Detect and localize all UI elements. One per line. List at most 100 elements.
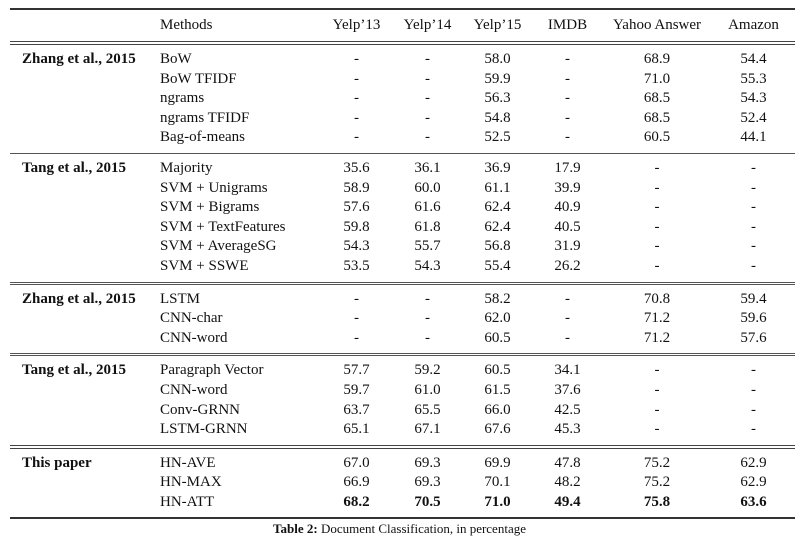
group-source — [10, 109, 160, 129]
value-cell: 40.9 — [554, 199, 581, 216]
value-cell: 68.2 — [343, 493, 370, 510]
value-cell: - — [354, 290, 359, 307]
value-cell: 71.2 — [643, 310, 671, 327]
value-cell: - — [354, 129, 359, 146]
method-name: LSTM-GRNN — [160, 421, 248, 438]
table-group: This paper HN-AVE 67.0 69.3 69.9 47.8 75.2 62.9… — [10, 446, 795, 519]
value-cell: 40.5 — [554, 218, 581, 235]
method-name: Paragraph Vector — [160, 362, 264, 379]
value-cell: 62.4 — [484, 199, 511, 216]
value-cell: - — [654, 238, 660, 255]
header-column: IMDB — [547, 17, 588, 33]
method-name: HN-AVE — [160, 454, 216, 471]
value-cell: 52.5 — [484, 129, 511, 146]
value-cell: 54.3 — [740, 90, 767, 107]
value-cell: - — [354, 70, 359, 87]
value-cell: 68.5 — [643, 109, 671, 126]
value-cell: - — [654, 362, 660, 379]
group-source — [10, 70, 160, 90]
value-cell: - — [425, 329, 430, 346]
value-cell: 36.1 — [414, 159, 441, 176]
header-column: Yelp’15 — [473, 17, 522, 33]
method-name: HN-MAX — [160, 474, 222, 491]
table-row: Conv-GRNN 63.7 65.5 66.0 42.5 - - — [10, 401, 795, 421]
value-cell: 69.9 — [484, 454, 511, 471]
group-source — [10, 257, 160, 283]
value-cell: 59.7 — [343, 381, 370, 398]
table-row: Zhang et al., 2015 BoW - - 58.0 - 68.9 54.4 — [10, 43, 795, 70]
value-cell: - — [654, 401, 660, 418]
value-cell: - — [425, 129, 430, 146]
table-group: Tang et al., 2015 Majority 35.6 36.1 36.9 17.… — [10, 153, 795, 283]
value-cell: 49.4 — [554, 493, 581, 510]
group-source: Tang et al., 2015 — [22, 159, 127, 176]
value-cell: 52.4 — [740, 109, 767, 126]
method-name: LSTM — [160, 290, 201, 307]
method-name: SVM + TextFeatures — [160, 218, 286, 235]
table-row: LSTM-GRNN 65.1 67.1 67.6 45.3 - - — [10, 420, 795, 447]
value-cell: - — [751, 381, 756, 398]
method-name: CNN-char — [160, 310, 223, 327]
method-name: CNN-word — [160, 381, 228, 398]
value-cell: 61.0 — [414, 381, 441, 398]
value-cell: - — [565, 290, 570, 307]
value-cell: - — [751, 218, 756, 235]
value-cell: 59.6 — [740, 310, 767, 327]
group-source — [10, 198, 160, 218]
table-row: CNN-word 59.7 61.0 61.5 37.6 - - — [10, 381, 795, 401]
group-source — [10, 179, 160, 199]
value-cell: - — [354, 90, 359, 107]
method-name: SVM + AverageSG — [160, 238, 277, 255]
value-cell: - — [425, 290, 430, 307]
value-cell: 71.2 — [643, 329, 671, 346]
value-cell: 45.3 — [554, 421, 581, 438]
method-name: ngrams — [160, 90, 205, 107]
value-cell: - — [654, 421, 660, 438]
value-cell: 60.5 — [643, 129, 671, 146]
group-source — [10, 218, 160, 238]
table-row: CNN-char - - 62.0 - 71.2 59.6 — [10, 309, 795, 329]
caption-label: Table 2: — [273, 521, 318, 536]
method-name: CNN-word — [160, 329, 228, 346]
table-group: Tang et al., 2015 Paragraph Vector 57.7 59.… — [10, 354, 795, 447]
method-name: BoW — [160, 51, 192, 67]
value-cell: - — [565, 109, 570, 126]
value-cell: 75.2 — [643, 474, 671, 491]
value-cell: 75.8 — [643, 493, 671, 510]
group-source — [10, 381, 160, 401]
value-cell: - — [425, 109, 430, 126]
value-cell: 42.5 — [554, 401, 581, 418]
group-source — [10, 237, 160, 257]
method-name: BoW TFIDF — [160, 70, 237, 87]
value-cell: 56.3 — [484, 90, 511, 107]
value-cell: 68.9 — [643, 51, 671, 67]
value-cell: 66.0 — [484, 401, 511, 418]
value-cell: - — [425, 70, 430, 87]
value-cell: 48.2 — [554, 474, 581, 491]
table-row: Zhang et al., 2015 LSTM - - 58.2 - 70.8 59.4 — [10, 283, 795, 309]
value-cell: 60.5 — [484, 362, 511, 379]
value-cell: 39.9 — [554, 179, 581, 196]
table-row: CNN-word - - 60.5 - 71.2 57.6 — [10, 329, 795, 355]
value-cell: - — [751, 159, 756, 176]
value-cell: 57.7 — [343, 362, 370, 379]
table-row: HN-MAX 66.9 69.3 70.1 48.2 75.2 62.9 — [10, 473, 795, 493]
method-name: ngrams TFIDF — [160, 109, 250, 126]
value-cell: 61.1 — [484, 179, 511, 196]
table-group: Zhang et al., 2015 LSTM - - 58.2 - 70.8 59.4 CNN… — [10, 283, 795, 355]
value-cell: 67.0 — [343, 454, 370, 471]
method-name: Bag-of-means — [160, 129, 245, 146]
value-cell: 58.9 — [343, 179, 370, 196]
value-cell: - — [565, 70, 570, 87]
value-cell: 59.2 — [414, 362, 441, 379]
value-cell: - — [654, 199, 660, 216]
value-cell: 75.2 — [643, 454, 671, 471]
value-cell: - — [751, 362, 756, 379]
value-cell: - — [654, 218, 660, 235]
value-cell: 70.1 — [484, 474, 511, 491]
results-table: Methods Yelp’13 Yelp’14 Yelp’15 IMDB Yahoo An… — [10, 8, 795, 519]
group-source — [10, 473, 160, 493]
value-cell: 62.9 — [740, 474, 767, 491]
value-cell: 62.4 — [484, 218, 511, 235]
value-cell: - — [354, 51, 359, 67]
